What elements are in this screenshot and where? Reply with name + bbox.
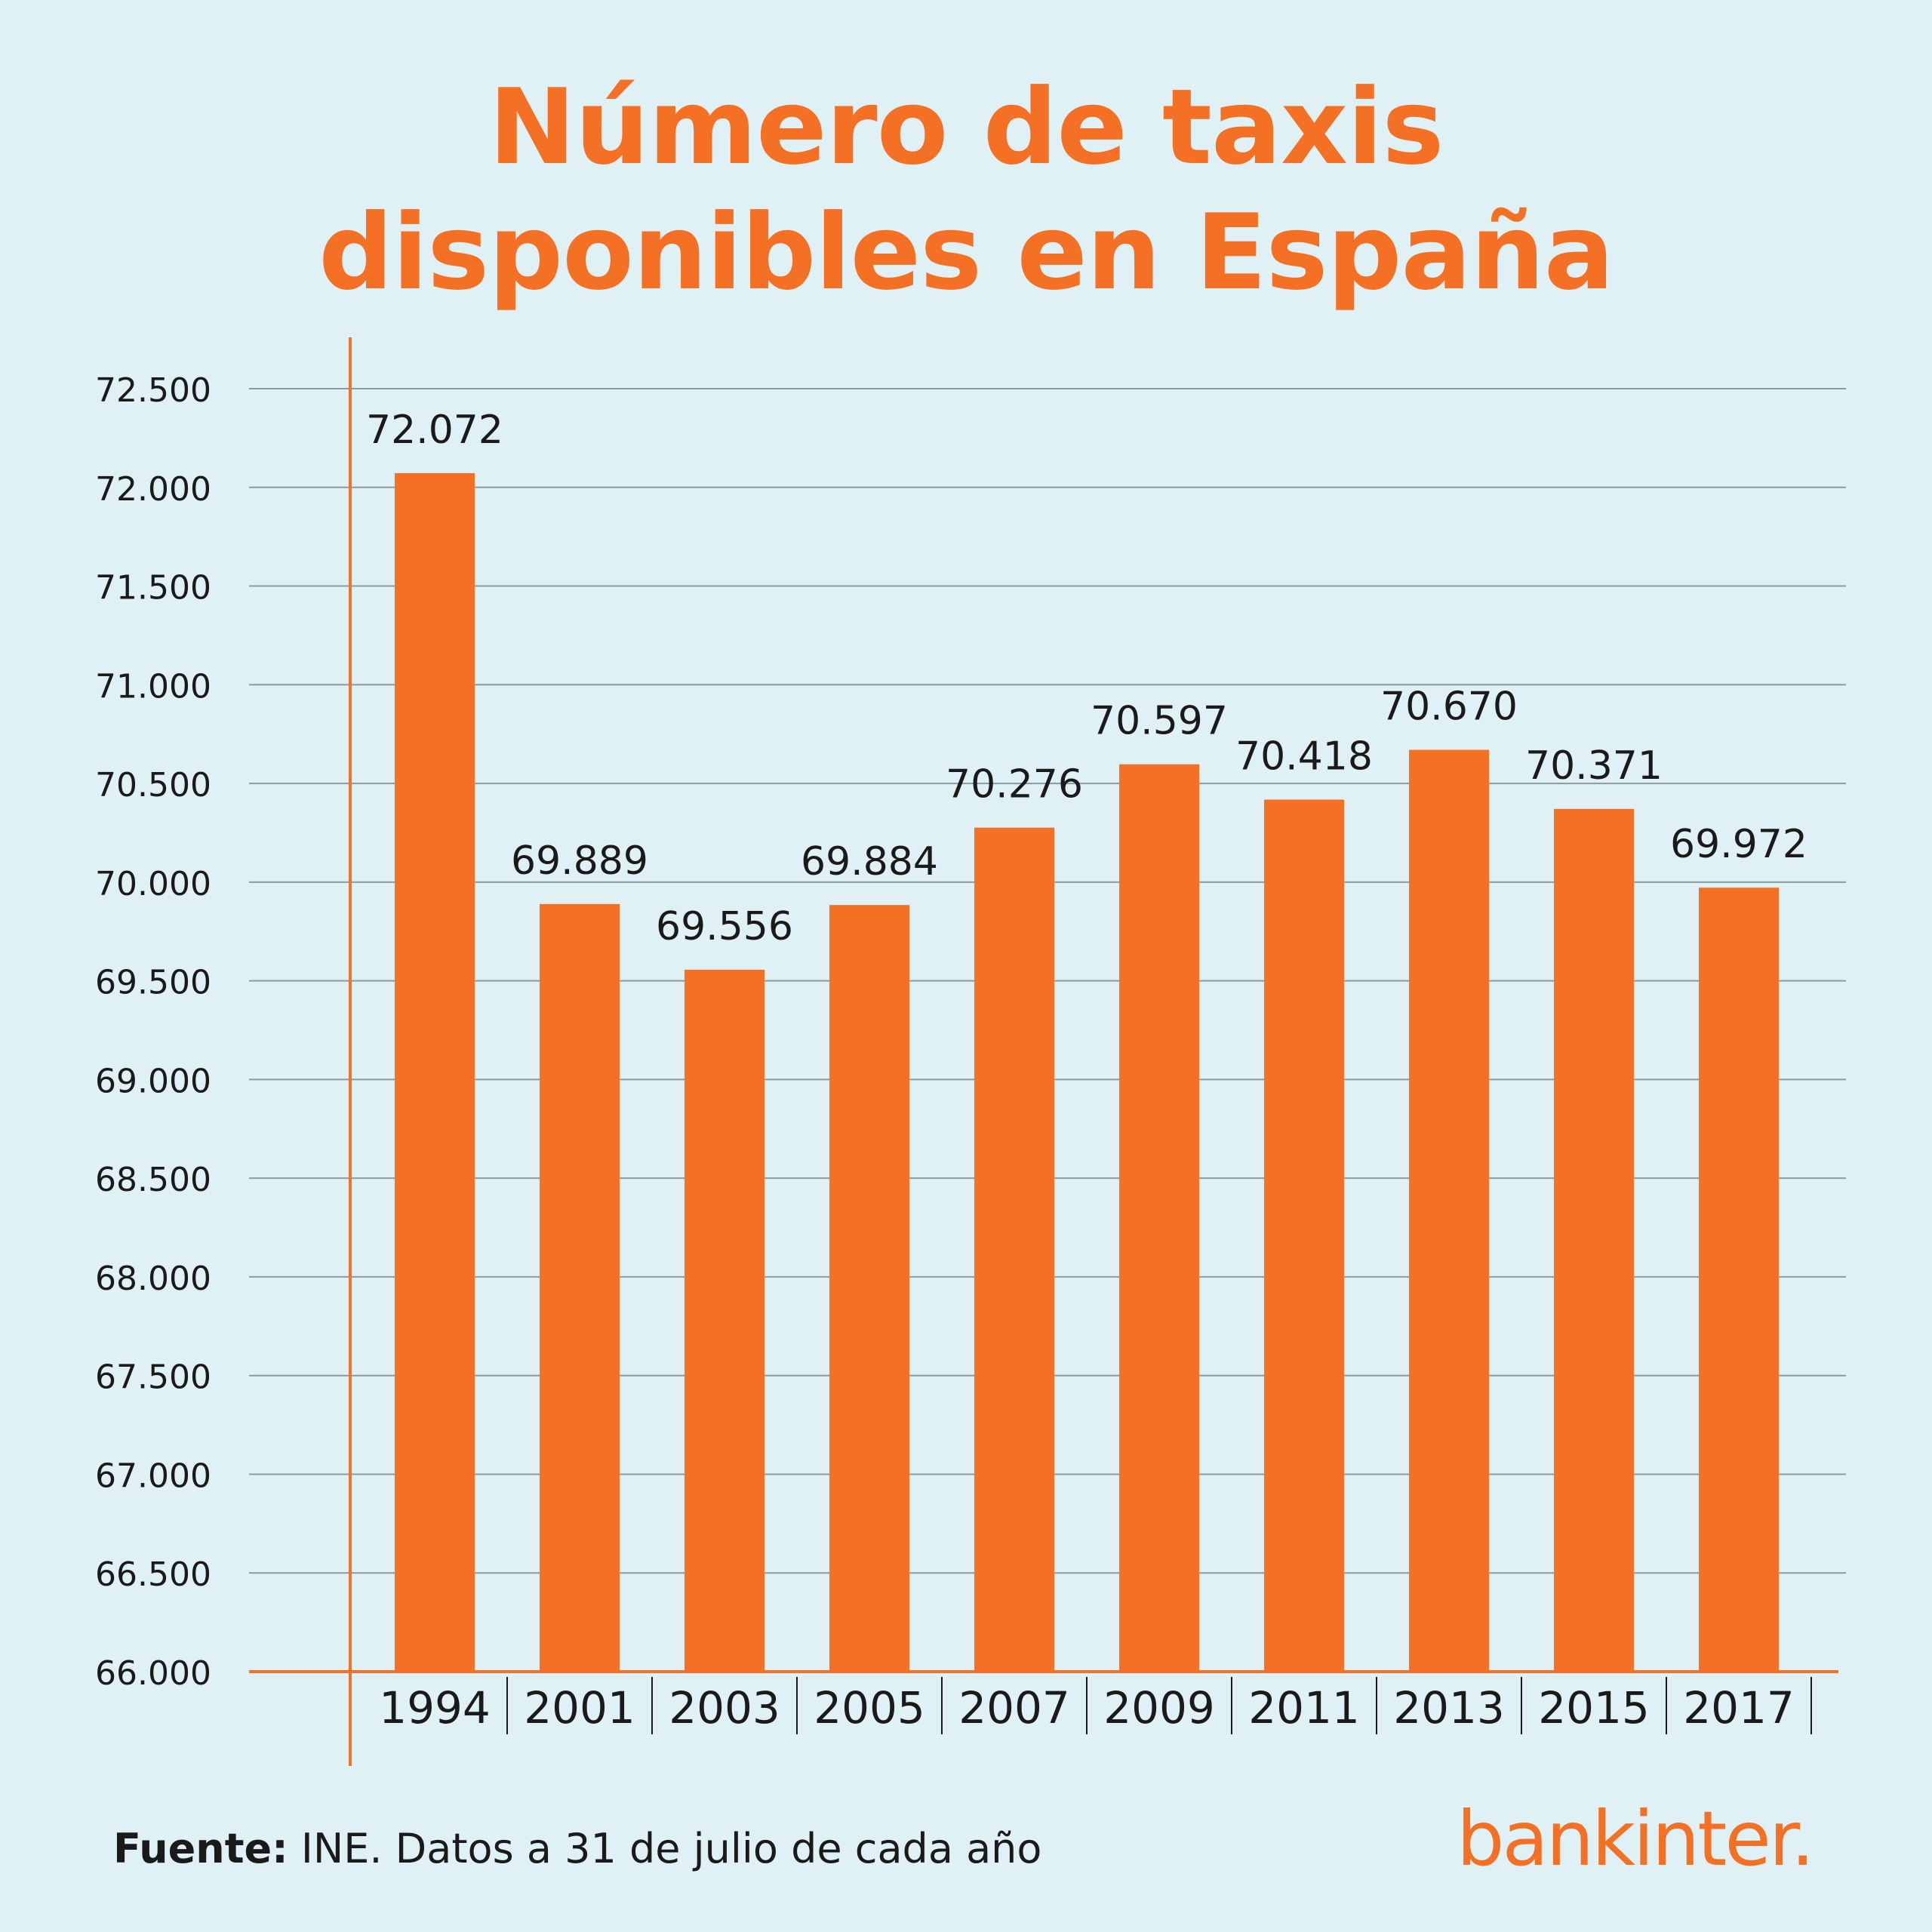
data-label: 69.556 bbox=[656, 904, 793, 949]
bar bbox=[829, 905, 909, 1672]
data-label: 72.072 bbox=[366, 408, 503, 453]
bar bbox=[685, 969, 764, 1672]
y-tick-label: 66.500 bbox=[95, 1555, 211, 1594]
y-tick-label: 68.500 bbox=[95, 1161, 211, 1199]
y-tick-label: 72.000 bbox=[95, 470, 211, 509]
source-text: INE. Datos a 31 de julio de cada año bbox=[288, 1825, 1042, 1872]
x-tick-label: 2001 bbox=[524, 1682, 635, 1734]
x-tick-label: 2011 bbox=[1248, 1682, 1360, 1734]
x-tick-label: 2003 bbox=[669, 1682, 780, 1734]
y-tick-label: 68.000 bbox=[95, 1260, 211, 1298]
chart-title-line-2: disponibles en España bbox=[318, 192, 1614, 313]
data-label: 69.972 bbox=[1670, 822, 1807, 867]
bankinter-logo: bankinter. bbox=[1457, 1795, 1815, 1883]
data-label: 70.371 bbox=[1525, 743, 1663, 789]
y-tick-label: 72.500 bbox=[95, 371, 211, 410]
y-tick-label: 69.000 bbox=[95, 1062, 211, 1100]
x-tick-label: 2005 bbox=[814, 1682, 925, 1734]
y-tick-label: 66.000 bbox=[95, 1654, 211, 1693]
bar bbox=[1699, 888, 1779, 1672]
y-tick-label: 71.500 bbox=[95, 569, 211, 608]
bar bbox=[1119, 764, 1199, 1672]
y-tick-label: 70.000 bbox=[95, 865, 211, 903]
y-tick-label: 69.500 bbox=[95, 964, 211, 1002]
bar bbox=[395, 472, 475, 1672]
bar bbox=[1409, 749, 1489, 1672]
data-label: 70.418 bbox=[1235, 734, 1373, 780]
y-tick-label: 70.500 bbox=[95, 766, 211, 804]
x-tick-label: 2009 bbox=[1103, 1682, 1215, 1734]
data-label: 70.597 bbox=[1091, 699, 1228, 744]
y-tick-label: 71.000 bbox=[95, 667, 211, 706]
y-tick-label: 67.500 bbox=[95, 1358, 211, 1397]
x-tick-label: 2015 bbox=[1538, 1682, 1650, 1734]
source-label: Fuente: bbox=[113, 1825, 288, 1872]
x-tick-label: 2007 bbox=[958, 1682, 1070, 1734]
bar bbox=[540, 903, 620, 1672]
data-label: 70.670 bbox=[1380, 685, 1518, 730]
chart-title-line-1: Número de taxis bbox=[488, 66, 1444, 188]
x-tick-label: 2013 bbox=[1393, 1682, 1505, 1734]
chart-title: Número de taxis disponibles en España bbox=[0, 65, 1932, 315]
source-note: Fuente: INE. Datos a 31 de julio de cada… bbox=[113, 1825, 1041, 1872]
data-label: 70.276 bbox=[946, 762, 1083, 808]
bar bbox=[1554, 808, 1634, 1672]
x-tick-label: 2017 bbox=[1683, 1682, 1795, 1734]
data-label: 69.884 bbox=[801, 839, 938, 884]
data-label: 69.889 bbox=[511, 838, 648, 884]
bar bbox=[974, 827, 1054, 1672]
bar bbox=[1264, 799, 1344, 1672]
x-tick-label: 1994 bbox=[379, 1682, 491, 1734]
y-tick-label: 67.000 bbox=[95, 1457, 211, 1495]
